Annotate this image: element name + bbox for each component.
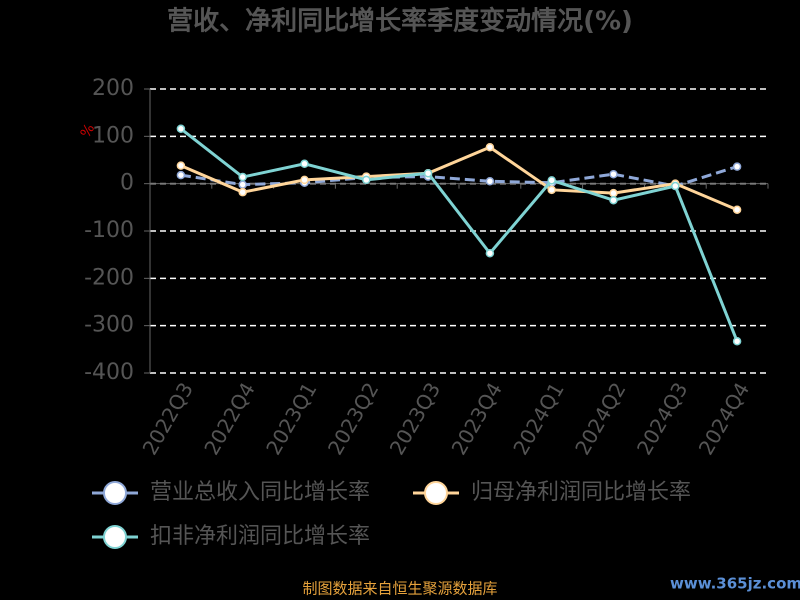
data-point	[238, 180, 247, 189]
y-tick-label: 100	[92, 123, 134, 148]
legend-label: 归母净利润同比增长率	[471, 480, 691, 505]
y-tick-label: 0	[120, 171, 134, 196]
data-point	[547, 185, 556, 195]
data-point	[300, 159, 309, 169]
y-tick-label: -400	[84, 360, 134, 385]
data-point	[671, 181, 680, 191]
data-point	[485, 142, 495, 152]
data-point	[176, 161, 186, 170]
legend-marker	[424, 481, 448, 505]
legend-marker	[103, 481, 127, 505]
data-point	[238, 172, 247, 182]
data-point	[485, 248, 495, 258]
data-point	[176, 124, 186, 134]
data-point	[547, 176, 556, 185]
data-point	[609, 188, 618, 198]
data-point	[485, 177, 495, 186]
source-note: 制图数据来自恒生聚源数据库	[302, 580, 497, 598]
chart-title: 营收、净利同比增长率季度变动情况(%)	[167, 6, 633, 37]
data-point	[732, 162, 742, 171]
y-tick-label: 200	[92, 76, 134, 101]
data-point	[609, 195, 618, 205]
series-line	[180, 165, 738, 188]
y-tick-label: -300	[84, 313, 134, 338]
data-point	[609, 169, 618, 179]
data-point	[423, 169, 433, 178]
data-point	[732, 205, 742, 214]
legend-label: 营业总收入同比增长率	[150, 480, 370, 505]
data-point	[732, 337, 742, 346]
series-line	[179, 127, 739, 342]
data-point	[238, 187, 247, 197]
y-tick-label: -200	[84, 265, 134, 290]
legend-label: 扣非净利润同比增长率	[150, 524, 370, 549]
series-line	[180, 145, 738, 212]
data-point	[362, 175, 371, 185]
watermark: www.365jz.com	[670, 575, 800, 593]
legend-marker	[103, 525, 127, 549]
y-tick-label: -100	[84, 218, 134, 243]
data-point	[300, 175, 309, 185]
data-point	[176, 170, 186, 180]
